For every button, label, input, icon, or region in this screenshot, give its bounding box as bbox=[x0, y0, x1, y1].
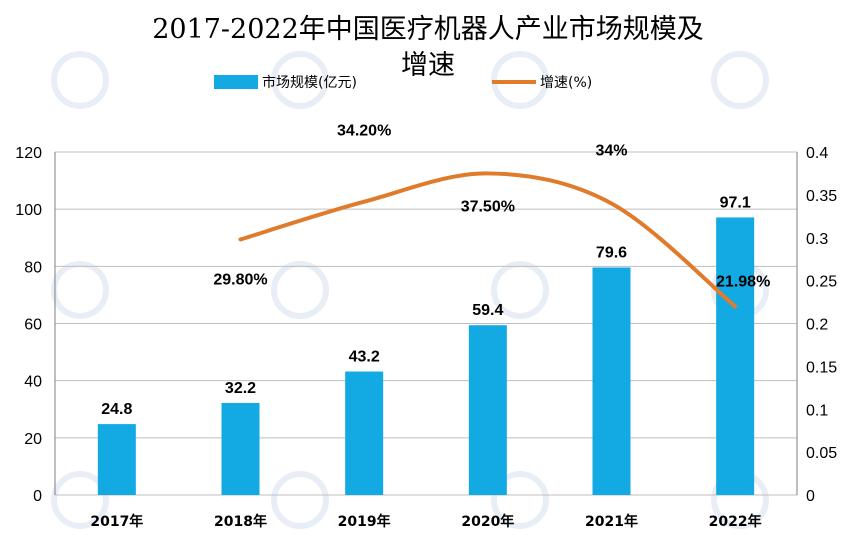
right-tick-label: 0.25 bbox=[806, 274, 837, 291]
line-value-label: 29.80% bbox=[213, 271, 267, 288]
x-tick-label: 2019年 bbox=[338, 513, 391, 530]
legend-bar-label: 市场规模(亿元) bbox=[262, 74, 357, 91]
right-tick-label: 0.4 bbox=[806, 145, 828, 162]
bar-data-labels: 24.8 32.2 43.2 59.4 79.6 97.1 bbox=[101, 194, 751, 418]
x-tick-label: 2021年 bbox=[585, 513, 638, 530]
watermark-layer bbox=[51, 51, 769, 529]
bar-2020年 bbox=[468, 325, 507, 495]
watermark-icon bbox=[271, 261, 329, 319]
line-value-label: 37.50% bbox=[461, 198, 515, 215]
left-axis-ticks: 0 20 40 60 80 100 120 bbox=[15, 145, 42, 505]
left-tick-label: 120 bbox=[15, 145, 42, 162]
x-tick-label: 2018年 bbox=[214, 513, 267, 530]
bar-2019年 bbox=[345, 371, 384, 495]
legend: 市场规模(亿元) 增速(%) bbox=[214, 74, 592, 91]
bar-value-label: 59.4 bbox=[472, 302, 503, 319]
right-tick-label: 0.15 bbox=[806, 359, 837, 376]
growth-rate-line bbox=[238, 171, 738, 309]
x-tick-label: 2022年 bbox=[709, 513, 762, 530]
watermark-icon bbox=[491, 471, 549, 529]
bar-2021年 bbox=[592, 267, 631, 495]
right-tick-label: 0.1 bbox=[806, 402, 828, 419]
right-tick-label: 0.05 bbox=[806, 445, 837, 462]
left-tick-label: 100 bbox=[15, 202, 42, 219]
bar-series bbox=[97, 217, 755, 496]
chart-title-line2: 增速 bbox=[401, 50, 455, 81]
legend-line-label: 增速(%) bbox=[540, 75, 592, 91]
watermark-icon bbox=[271, 471, 329, 529]
chart-title-line1: 2017-2022年中国医疗机器人产业市场规模及 bbox=[152, 14, 704, 45]
gridlines bbox=[54, 151, 798, 496]
watermark-icon bbox=[51, 51, 109, 109]
line-value-label: 34.20% bbox=[337, 123, 391, 140]
line-value-label: 34% bbox=[595, 142, 627, 159]
bar-value-label: 32.2 bbox=[225, 380, 256, 397]
right-tick-label: 0.2 bbox=[806, 317, 828, 334]
left-tick-label: 60 bbox=[24, 317, 42, 334]
bar-value-label: 79.6 bbox=[596, 244, 627, 261]
watermark-icon bbox=[491, 261, 549, 319]
right-tick-label: 0 bbox=[806, 488, 815, 505]
watermark-icon bbox=[51, 261, 109, 319]
left-tick-label: 80 bbox=[24, 259, 42, 276]
legend-bar-swatch bbox=[214, 75, 258, 89]
x-axis-ticks: 2017年 2018年 2019年 2020年 2021年 2022年 bbox=[90, 513, 761, 530]
watermark-icon bbox=[711, 51, 769, 109]
bar-2022年 bbox=[716, 217, 755, 496]
line-data-labels: 29.80% 34.20% 37.50% 34% 21.98% bbox=[213, 123, 770, 291]
line-value-label: 21.98% bbox=[716, 274, 770, 291]
x-tick-label: 2017年 bbox=[90, 513, 143, 530]
bar-value-label: 24.8 bbox=[101, 401, 132, 418]
left-tick-label: 0 bbox=[33, 488, 42, 505]
bar-2017年 bbox=[97, 424, 136, 495]
left-tick-label: 20 bbox=[24, 431, 42, 448]
watermark-icon bbox=[51, 471, 109, 529]
left-tick-label: 40 bbox=[24, 374, 42, 391]
bar-value-label: 97.1 bbox=[720, 194, 751, 211]
bar-2018年 bbox=[221, 402, 260, 495]
x-tick-label: 2020年 bbox=[461, 513, 514, 530]
right-tick-label: 0.35 bbox=[806, 188, 837, 205]
bar-value-label: 43.2 bbox=[349, 349, 380, 366]
right-axis-ticks: 0 0.05 0.1 0.15 0.2 0.25 0.3 0.35 0.4 bbox=[806, 145, 837, 505]
right-tick-label: 0.3 bbox=[806, 231, 828, 248]
watermark-icon bbox=[271, 51, 329, 109]
